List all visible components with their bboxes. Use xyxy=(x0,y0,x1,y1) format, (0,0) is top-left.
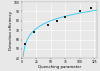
X-axis label: Quenching parameter: Quenching parameter xyxy=(38,65,81,69)
Point xyxy=(47,24,49,25)
Point xyxy=(90,7,92,8)
Point xyxy=(64,17,66,18)
Point xyxy=(56,20,57,21)
Point xyxy=(33,31,34,33)
Point xyxy=(79,11,80,12)
Y-axis label: Detection efficiency: Detection efficiency xyxy=(9,11,13,50)
Point xyxy=(24,44,26,45)
